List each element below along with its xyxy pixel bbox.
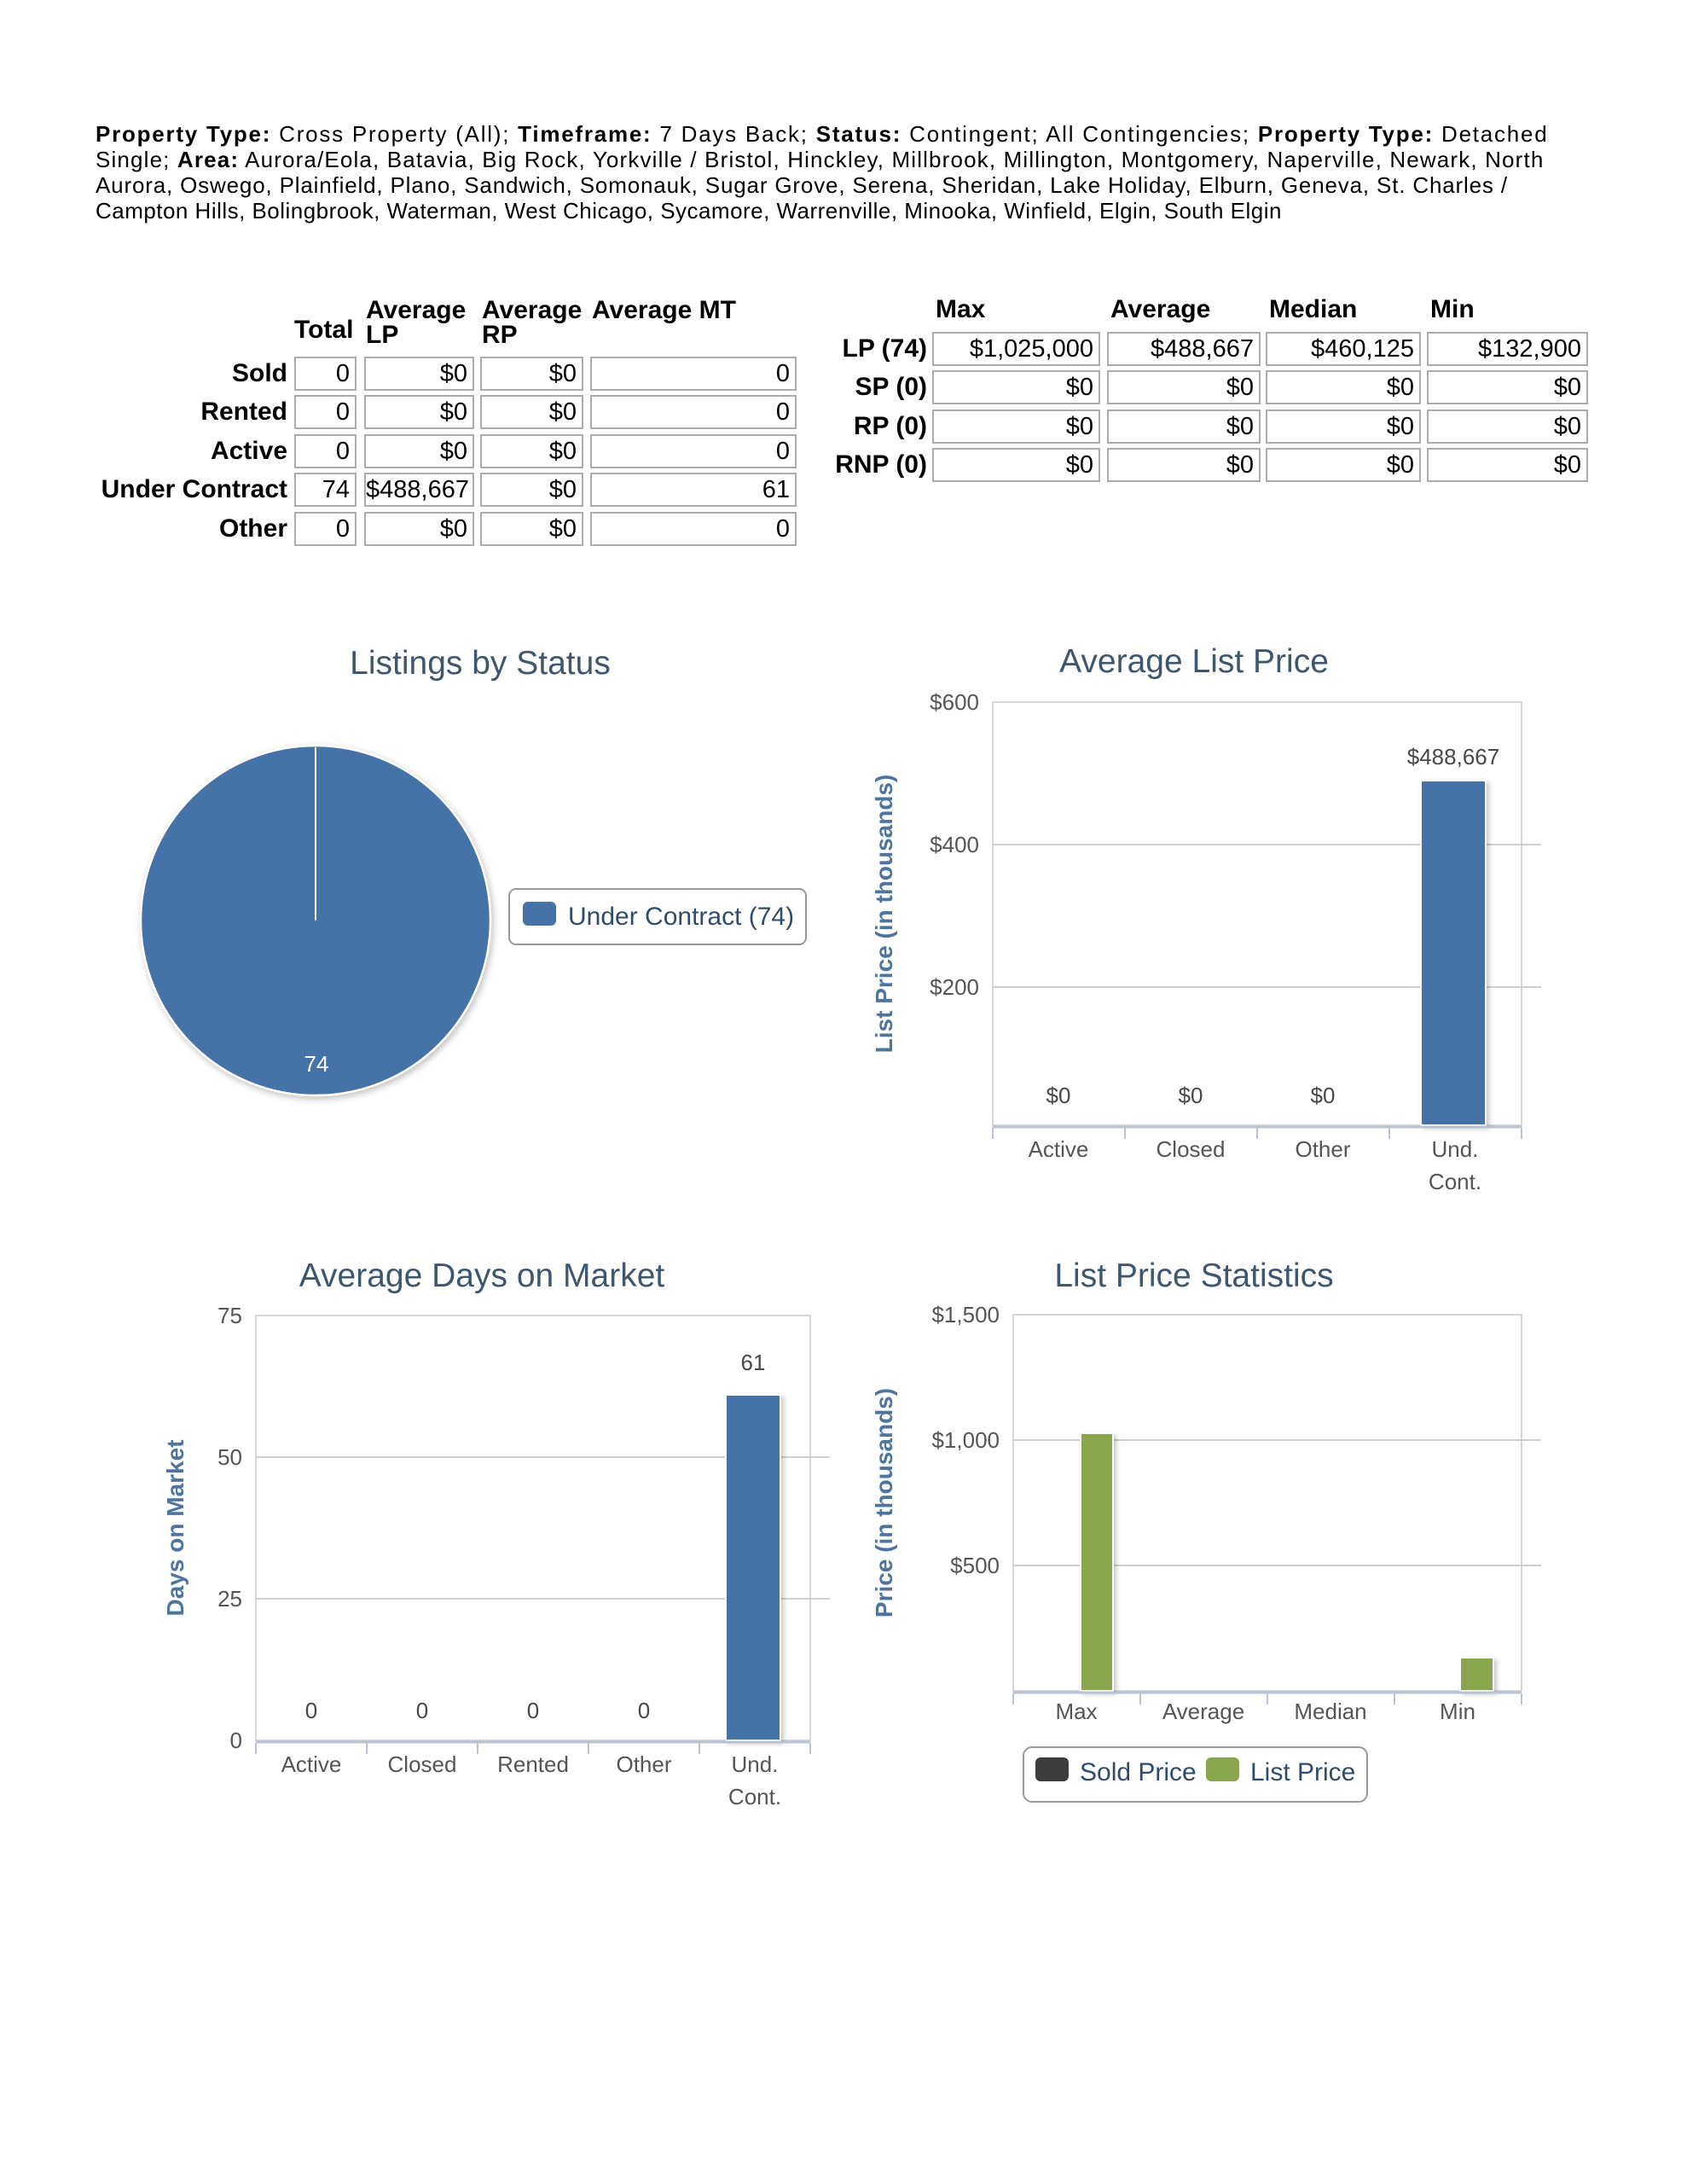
- svg-text:25: 25: [217, 1586, 242, 1612]
- svg-text:Closed: Closed: [388, 1751, 457, 1777]
- svg-text:$488,667: $488,667: [1407, 744, 1499, 770]
- svg-text:Average List Price: Average List Price: [1059, 643, 1329, 680]
- svg-text:Other: Other: [616, 1751, 671, 1777]
- svg-text:61: 61: [741, 1350, 766, 1375]
- svg-text:Max: Max: [1055, 1699, 1097, 1724]
- svg-text:Days on Market: Days on Market: [162, 1440, 188, 1617]
- svg-text:0: 0: [416, 1698, 428, 1723]
- svg-text:Average Days on Market: Average Days on Market: [299, 1258, 665, 1294]
- svg-text:Min: Min: [1440, 1699, 1475, 1724]
- svg-text:Under Contract (74): Under Contract (74): [568, 903, 794, 931]
- svg-text:0: 0: [638, 1698, 650, 1723]
- svg-text:Active: Active: [281, 1751, 342, 1777]
- svg-text:0: 0: [305, 1698, 317, 1723]
- svg-text:Median: Median: [1294, 1699, 1366, 1724]
- svg-text:74: 74: [304, 1051, 329, 1077]
- svg-text:$400: $400: [930, 832, 979, 857]
- svg-text:$1,500: $1,500: [931, 1302, 1000, 1327]
- svg-text:$200: $200: [930, 974, 979, 1000]
- svg-text:50: 50: [217, 1444, 242, 1470]
- svg-text:$500: $500: [950, 1553, 1000, 1578]
- svg-text:$1,000: $1,000: [931, 1427, 1000, 1453]
- svg-text:Average: Average: [1162, 1699, 1244, 1724]
- svg-text:$0: $0: [1046, 1083, 1071, 1108]
- svg-text:75: 75: [217, 1303, 242, 1328]
- svg-text:Cont.: Cont.: [1429, 1169, 1481, 1194]
- svg-text:List Price (in thousands): List Price (in thousands): [871, 775, 897, 1054]
- svg-text:Active: Active: [1029, 1136, 1089, 1162]
- svg-text:Und.: Und.: [1432, 1136, 1479, 1162]
- svg-text:$0: $0: [1179, 1083, 1203, 1108]
- svg-text:$0: $0: [1311, 1083, 1336, 1108]
- svg-text:Price (in thousands): Price (in thousands): [871, 1388, 897, 1618]
- svg-text:Listings by Status: Listings by Status: [350, 645, 611, 682]
- svg-text:$600: $600: [930, 689, 979, 715]
- svg-text:Other: Other: [1295, 1136, 1350, 1162]
- svg-text:Rented: Rented: [497, 1751, 569, 1777]
- svg-text:List Price Statistics: List Price Statistics: [1054, 1258, 1333, 1294]
- svg-text:Cont.: Cont.: [728, 1784, 781, 1809]
- svg-text:Closed: Closed: [1157, 1136, 1226, 1162]
- svg-text:Und.: Und.: [732, 1751, 779, 1777]
- svg-text:List Price: List Price: [1250, 1758, 1355, 1786]
- svg-text:Sold Price: Sold Price: [1080, 1758, 1197, 1786]
- svg-text:0: 0: [230, 1728, 242, 1753]
- svg-text:0: 0: [527, 1698, 539, 1723]
